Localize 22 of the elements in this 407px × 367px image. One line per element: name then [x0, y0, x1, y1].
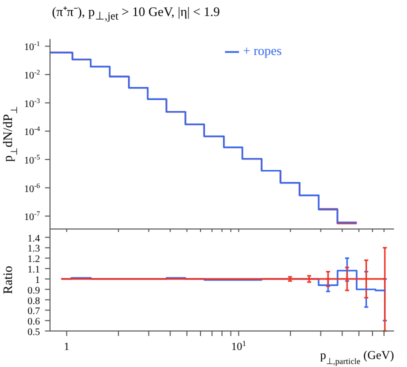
y-axis-title: Ratio [0, 266, 15, 294]
y-tick-label: 0.7 [28, 306, 40, 318]
y-tick-label: 10$^{-1}$ [24, 40, 40, 54]
y-tick-label: 10$^{-5}$ [24, 153, 40, 166]
y-tick-label: 1.2 [28, 254, 40, 266]
y-tick-label: 1 [35, 274, 40, 286]
y-tick-label: 10$^{-2}$ [24, 68, 40, 82]
y-tick-label: 1.3 [28, 244, 40, 255]
y-tick-label: 10$^{-4}$ [24, 125, 40, 138]
y-tick-label: 0.6 [28, 316, 40, 328]
y-tick-label: 1.4 [28, 233, 40, 244]
y-tick-label: 0.8 [28, 296, 40, 307]
y-tick-label: 10$^{-7}$ [24, 210, 40, 224]
y-tick-label: 10$^{-6}$ [24, 182, 40, 195]
x-tick-label: 10$^{1}$ [231, 338, 246, 353]
y-tick-label: 1.1 [28, 264, 40, 276]
chart-title: (π⁺π⁻), p$_{⊥,jet}$ > 10 GeV, |η| < 1.9 [52, 3, 220, 23]
y-tick-label: 10$^{-3}$ [24, 96, 40, 110]
y-tick-label: 0.9 [28, 285, 40, 296]
x-axis-title: p$_{⊥,particle}$ (GeV) [320, 348, 394, 366]
legend-label: + ropes [243, 43, 282, 58]
y-tick-label: 0.5 [28, 327, 40, 338]
